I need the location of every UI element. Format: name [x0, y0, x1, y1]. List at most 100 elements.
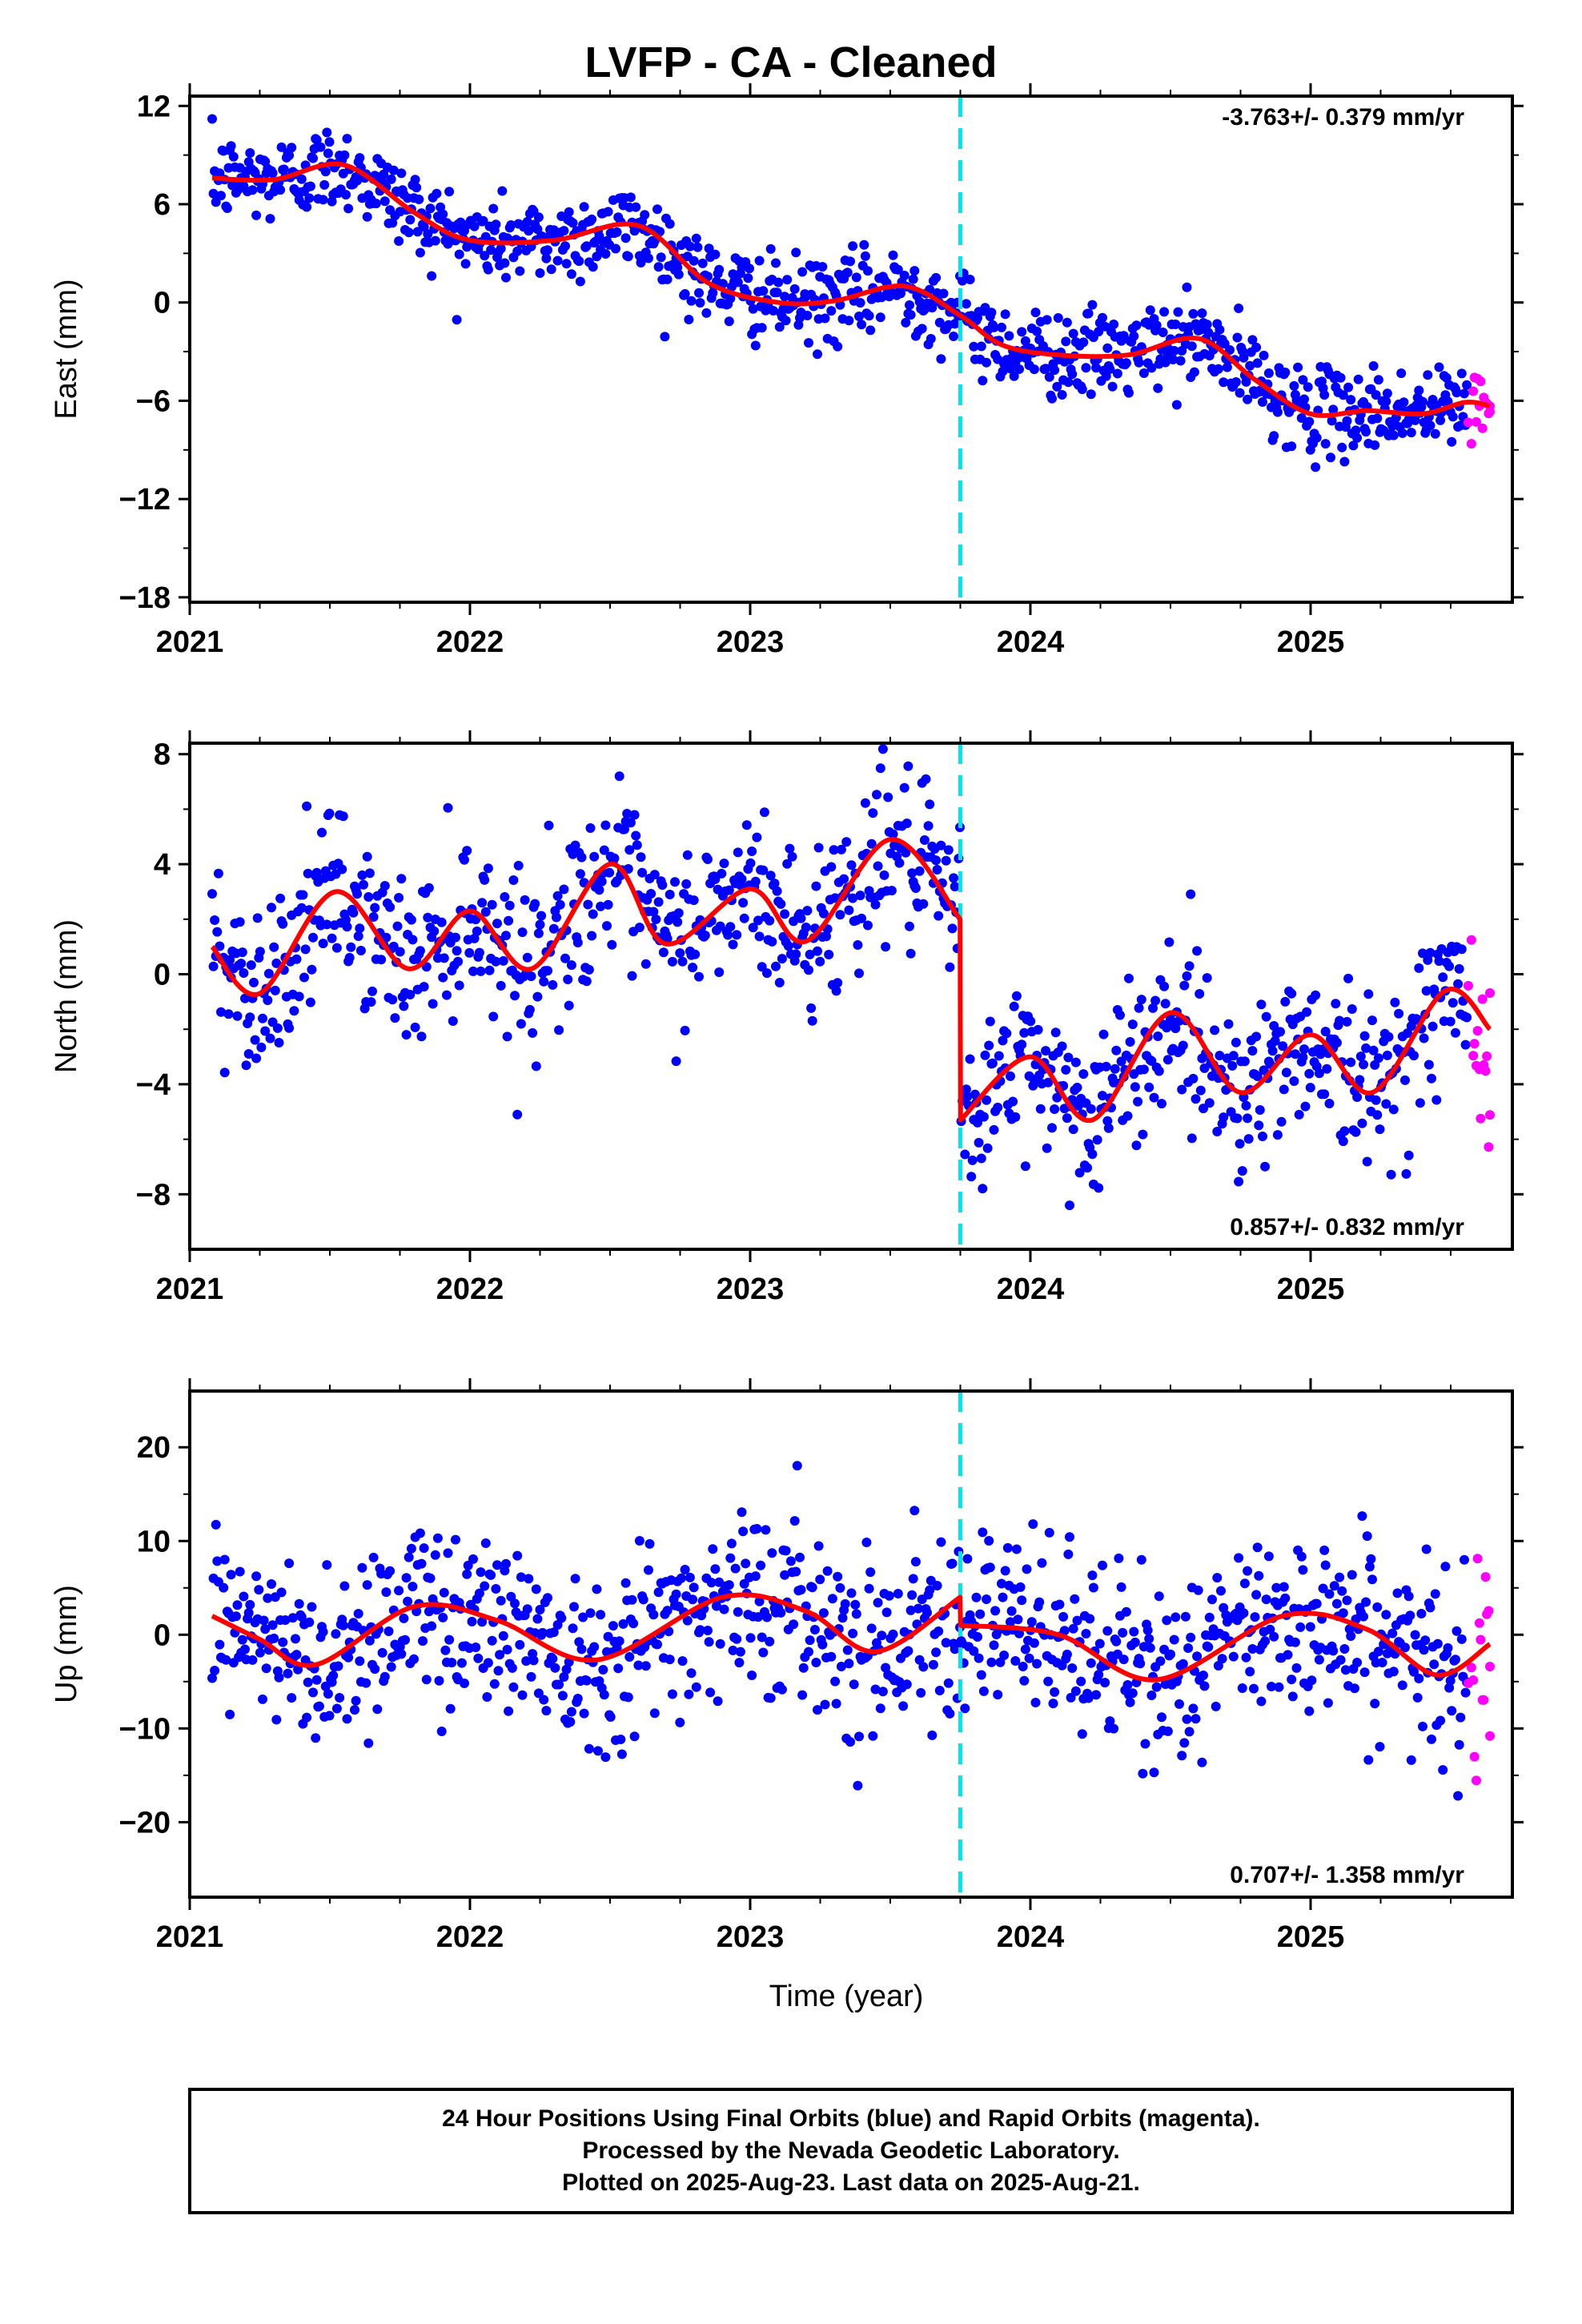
final-orbit-point [581, 1675, 592, 1686]
final-orbit-point [404, 227, 414, 238]
final-orbit-point [468, 1554, 478, 1564]
final-orbit-point [765, 1693, 776, 1703]
final-orbit-point [905, 948, 916, 959]
final-orbit-point [1162, 1615, 1172, 1626]
final-orbit-point [535, 1605, 545, 1614]
final-orbit-point [1068, 328, 1078, 339]
final-orbit-point [985, 1016, 995, 1027]
final-orbit-point [406, 1543, 416, 1554]
final-orbit-point [517, 927, 528, 938]
final-orbit-point [631, 830, 641, 841]
final-orbit-point [757, 323, 767, 333]
final-orbit-point [418, 1636, 428, 1647]
final-orbit-point [444, 1634, 455, 1645]
final-orbit-point [471, 1642, 481, 1652]
final-orbit-point [1447, 436, 1457, 447]
final-orbit-point [787, 851, 797, 862]
model-trend-line [211, 1592, 1492, 1683]
rapid-orbit-point [1485, 1110, 1495, 1120]
rapid-orbit-point [1476, 376, 1486, 387]
final-orbit-point [1188, 1703, 1199, 1714]
final-orbit-point [600, 1752, 611, 1763]
final-orbit-point [1427, 1734, 1436, 1744]
final-orbit-point [442, 990, 452, 1000]
final-orbit-point [1029, 1638, 1039, 1648]
final-orbit-point [910, 1557, 921, 1567]
final-orbit-point [781, 316, 791, 326]
final-orbit-point [250, 1035, 260, 1045]
final-orbit-point [936, 1537, 946, 1547]
final-orbit-point [685, 241, 695, 251]
final-orbit-point [616, 1749, 627, 1759]
final-orbit-point [1335, 1655, 1346, 1665]
final-orbit-point [1068, 1623, 1078, 1634]
final-orbit-point [318, 1626, 328, 1637]
final-orbit-point [724, 1580, 734, 1590]
final-orbit-point [1261, 1594, 1271, 1605]
final-orbit-point [425, 1573, 436, 1583]
final-orbit-point [1245, 1667, 1255, 1677]
final-orbit-point [1011, 991, 1022, 1001]
final-orbit-point [733, 847, 743, 858]
final-orbit-point [1287, 441, 1297, 452]
final-orbit-point [1070, 1594, 1080, 1604]
final-orbit-point [291, 954, 302, 964]
final-orbit-point [967, 1155, 978, 1165]
final-orbit-point [854, 968, 864, 979]
final-orbit-point [533, 1688, 544, 1699]
final-orbit-point [284, 1558, 295, 1569]
final-orbit-point [210, 1666, 220, 1675]
final-orbit-point [1287, 1691, 1298, 1702]
model-trend-line [211, 161, 1491, 418]
final-orbit-point [1087, 1570, 1098, 1581]
final-orbit-point [267, 1579, 276, 1589]
final-orbit-point [272, 1023, 283, 1033]
final-orbit-point [276, 1587, 287, 1598]
final-orbit-point [493, 1666, 504, 1676]
final-orbit-point [510, 991, 520, 1001]
final-orbit-point [738, 898, 749, 908]
final-orbit-point [1418, 396, 1427, 407]
final-orbit-point [714, 967, 725, 977]
final-orbit-point [1357, 1118, 1367, 1128]
rapid-orbit-point [1479, 1695, 1489, 1705]
final-orbit-point [386, 174, 396, 184]
final-orbit-point [1078, 1069, 1089, 1080]
final-orbit-point [1136, 1554, 1146, 1565]
final-orbit-point [1239, 1056, 1250, 1067]
final-orbit-point [1299, 1044, 1309, 1055]
final-orbit-point [1367, 1015, 1377, 1026]
final-orbit-point [1235, 388, 1245, 398]
final-orbit-point [219, 1068, 230, 1078]
final-orbit-point [596, 1610, 606, 1620]
final-orbit-point [947, 1558, 958, 1569]
final-orbit-point [1239, 1608, 1249, 1618]
final-orbit-point [430, 235, 440, 246]
final-orbit-point [303, 1677, 313, 1687]
final-orbit-point [805, 949, 815, 959]
final-orbit-point [225, 955, 235, 965]
rate-label: 0.707+/- 1.358 mm/yr [1230, 1862, 1464, 1888]
final-orbit-point [771, 258, 781, 268]
final-orbit-point [1154, 1066, 1164, 1076]
final-orbit-point [932, 1581, 942, 1590]
x-axis-label: Time (year) [769, 1980, 924, 2013]
final-orbit-point [323, 148, 333, 159]
final-orbit-point [1412, 1692, 1423, 1703]
final-orbit-point [1216, 1586, 1226, 1596]
final-orbit-point [801, 923, 811, 932]
final-orbit-point [408, 935, 418, 945]
final-orbit-point [467, 1616, 477, 1626]
final-orbit-point [685, 1572, 695, 1582]
final-orbit-point [982, 357, 992, 368]
final-orbit-point [367, 986, 377, 996]
final-orbit-point [338, 1620, 348, 1630]
final-orbit-point [1243, 1113, 1253, 1124]
final-orbit-point [599, 1690, 609, 1700]
final-orbit-point [927, 1730, 938, 1740]
final-orbit-point [255, 947, 265, 957]
final-orbit-point [1267, 1682, 1276, 1691]
final-orbit-point [864, 1583, 874, 1594]
final-orbit-point [474, 947, 484, 958]
rate-label: 0.857+/- 0.832 mm/yr [1230, 1214, 1464, 1240]
